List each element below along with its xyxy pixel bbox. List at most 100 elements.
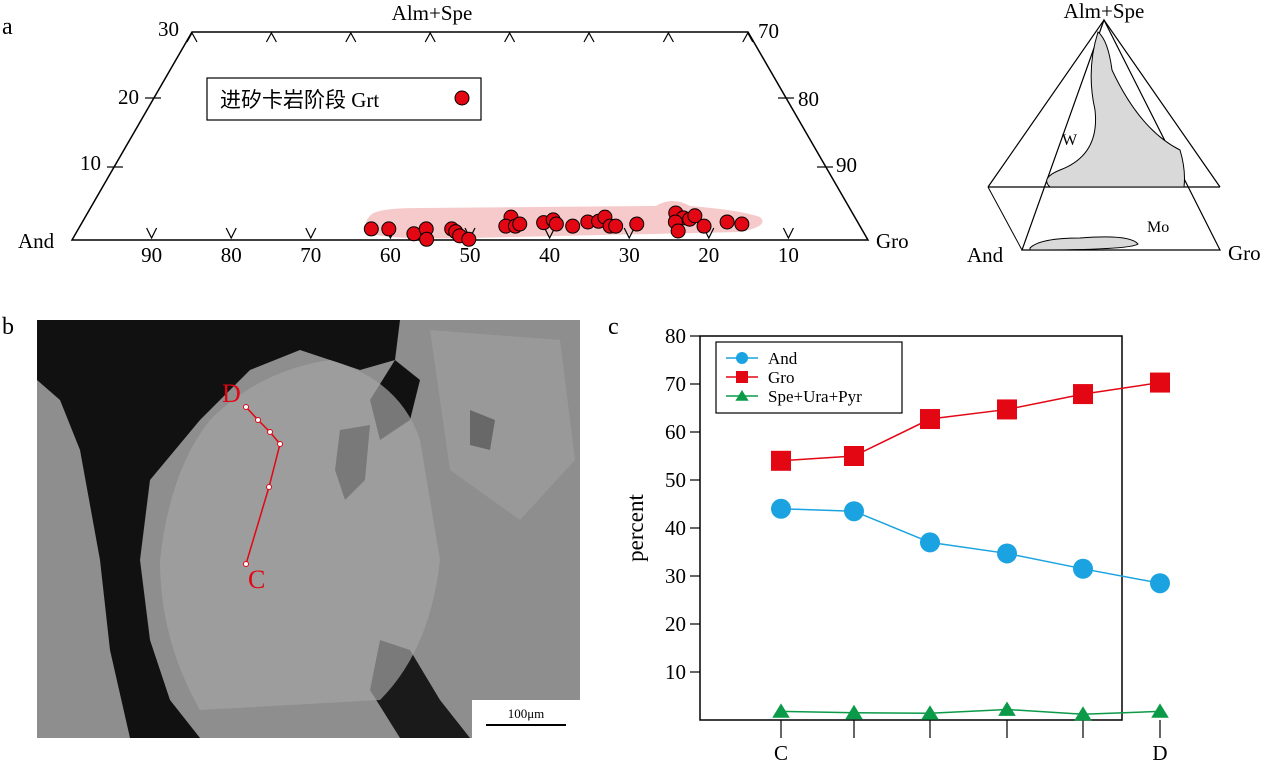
bottom-tick-label: 60 [380,243,401,267]
marker-square [844,446,864,466]
data-point [548,216,564,232]
data-point [670,223,686,239]
right-tick-label: 90 [836,153,857,177]
y-tick-label: 40 [665,516,686,540]
bottom-tick-label: 50 [460,243,481,267]
panel-label-b: b [2,314,14,340]
data-point [512,216,528,232]
panel-label-c: c [608,314,619,340]
left-tick-label: 30 [158,17,179,41]
bse-micrograph: 100μm D C [37,320,580,738]
y-tick-label: 70 [665,372,686,396]
y-axis-label: percent [623,494,648,562]
legend-label: And [768,349,798,368]
inset-right-label: Gro [1228,241,1261,265]
data-point [565,218,581,234]
marker-triangle [1074,706,1092,721]
marker-triangle [921,705,939,720]
marker-square [920,409,940,430]
marker-circle [736,352,748,364]
data-point [629,216,645,232]
ternary-left-label: And [18,229,55,253]
data-point [461,231,477,247]
data-point [696,218,712,234]
data-point [719,214,735,230]
inset-left-label: And [967,243,1004,267]
bottom-tick-label: 10 [778,243,799,267]
series-spe-ura-pyr [772,701,1169,721]
data-point [363,221,379,237]
marker-square [736,371,748,383]
marker-circle [920,532,940,553]
data-point [608,218,624,234]
top-tick [424,31,436,43]
point-c-label: C [248,565,265,594]
panel-label-a: a [2,14,13,40]
data-point [687,208,703,224]
marker-triangle [772,703,790,718]
top-tick [186,31,198,43]
right-tick-label: 70 [758,19,779,43]
top-tick [662,31,674,43]
legend-label: Gro [768,368,794,387]
field-mo [1029,236,1139,251]
left-tick-label: 20 [118,85,139,109]
legend-label: Spe+Ura+Pyr [768,387,862,406]
bottom-tick-label: 90 [141,243,162,267]
marker-circle [1073,558,1093,579]
bottom-tick [305,227,317,240]
series-line [780,381,1161,462]
marker-square [771,450,791,471]
bottom-tick [225,227,237,240]
data-point [419,231,435,247]
top-tick [583,31,595,43]
right-tick-label: 80 [798,87,819,111]
bottom-tick-label: 20 [698,243,719,267]
marker-circle [997,543,1017,564]
top-tick [265,31,277,43]
bottom-tick [623,227,635,240]
top-tick [742,31,754,43]
y-tick-label: 30 [665,564,686,588]
y-tick-label: 10 [665,660,686,684]
ternary-right-label: Gro [876,229,909,253]
inset-top-label: Alm+Spe [1064,0,1145,23]
marker-triangle [1151,703,1169,718]
bottom-tick-label: 80 [221,243,242,267]
marker-triangle [845,704,863,720]
bottom-tick [146,227,158,240]
series-and [771,498,1170,594]
data-point [734,216,750,232]
marker-square [997,399,1017,420]
field-mo-label: Mo [1147,219,1169,236]
bottom-tick-label: 40 [539,243,560,267]
scale-bar-label: 100μm [508,706,545,721]
marker-circle [844,501,864,522]
scale-bar-box [472,700,580,738]
series-line [780,708,1161,715]
top-tick [345,31,357,43]
marker-triangle [735,390,749,401]
ternary-top-label: Alm+Spe [392,1,473,25]
y-tick-label: 60 [665,420,686,444]
bottom-tick [782,227,794,240]
legend-label: 进矽卡岩阶段 Grt [220,88,379,112]
ternary-legend: 进矽卡岩阶段 Grt [206,77,482,121]
bottom-tick-label: 30 [619,243,640,267]
point-d-label: D [222,379,241,408]
ternary-frame [70,31,870,241]
left-tick-label: 10 [80,151,101,175]
marker-square [1073,384,1093,405]
marker-square [1150,372,1170,393]
x-tick-label: C [774,741,788,762]
field-w [1046,31,1185,188]
series-line [780,508,1161,584]
x-tick-label: D [1152,741,1167,762]
field-w-label: W [1062,132,1078,149]
marker-circle [1150,573,1170,594]
bottom-tick-label: 70 [300,243,321,267]
y-tick-label: 50 [665,468,686,492]
data-point [381,221,397,237]
